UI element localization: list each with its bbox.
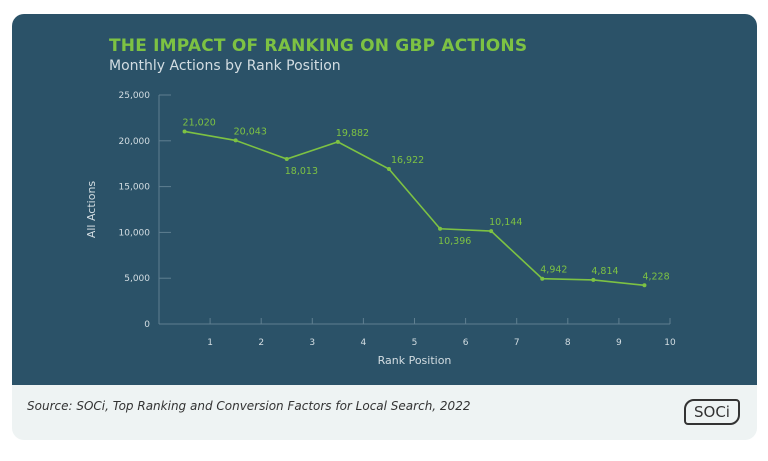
data-point bbox=[540, 276, 545, 281]
data-point bbox=[335, 139, 340, 144]
data-label: 20,043 bbox=[234, 126, 267, 137]
data-label: 18,013 bbox=[285, 166, 318, 177]
x-tick-label: 9 bbox=[616, 338, 622, 348]
data-point bbox=[386, 166, 391, 171]
line-chart: 0 5,000 10,000 15,000 20,000 25,000 1 2 3 4 5 6 7 8 9 1… bbox=[85, 91, 676, 367]
x-axis-label: Rank Position bbox=[378, 354, 452, 367]
series-line bbox=[184, 130, 645, 287]
x-tick-label: 1 bbox=[207, 338, 213, 348]
y-tick-label: 5,000 bbox=[124, 274, 150, 284]
data-point bbox=[591, 277, 596, 282]
data-point bbox=[642, 283, 647, 288]
soci-logo: SOCi bbox=[684, 399, 740, 425]
data-point bbox=[233, 138, 238, 143]
y-tick-label: 15,000 bbox=[119, 183, 151, 193]
data-label: 10,396 bbox=[438, 236, 471, 247]
data-point bbox=[438, 226, 443, 231]
y-axis-label: All Actions bbox=[85, 181, 98, 239]
data-label: 10,144 bbox=[489, 217, 522, 228]
y-tick-label: 20,000 bbox=[119, 137, 151, 147]
source-note: Source: SOCi, Top Ranking and Conversion… bbox=[27, 399, 471, 413]
chart-title: THE IMPACT OF RANKING ON GBP ACTIONS bbox=[109, 36, 528, 56]
data-label: 4,942 bbox=[540, 265, 567, 276]
data-point bbox=[182, 129, 187, 134]
x-tick-label: 6 bbox=[463, 338, 469, 348]
data-label: 19,882 bbox=[336, 128, 369, 139]
y-tick-label: 25,000 bbox=[119, 91, 151, 101]
x-tick-label: 2 bbox=[258, 338, 264, 348]
y-tick-label: 0 bbox=[144, 320, 150, 330]
data-label: 4,814 bbox=[591, 266, 618, 277]
data-label: 16,922 bbox=[391, 155, 424, 166]
x-tick-label: 5 bbox=[412, 338, 418, 348]
chart-panel: THE IMPACT OF RANKING ON GBP ACTIONS Mon… bbox=[12, 14, 757, 385]
data-point bbox=[284, 157, 289, 162]
x-tick-label: 3 bbox=[309, 338, 315, 348]
data-label: 21,020 bbox=[183, 117, 216, 128]
data-point bbox=[489, 229, 494, 234]
x-tick-label: 4 bbox=[361, 338, 367, 348]
chart-subtitle: Monthly Actions by Rank Position bbox=[109, 58, 341, 74]
chart-card: THE IMPACT OF RANKING ON GBP ACTIONS Mon… bbox=[12, 14, 757, 440]
x-tick-label: 10 bbox=[664, 338, 676, 348]
data-label: 4,228 bbox=[642, 271, 669, 282]
y-tick-label: 10,000 bbox=[119, 228, 151, 238]
x-tick-label: 7 bbox=[514, 338, 520, 348]
x-tick-label: 8 bbox=[565, 338, 571, 348]
